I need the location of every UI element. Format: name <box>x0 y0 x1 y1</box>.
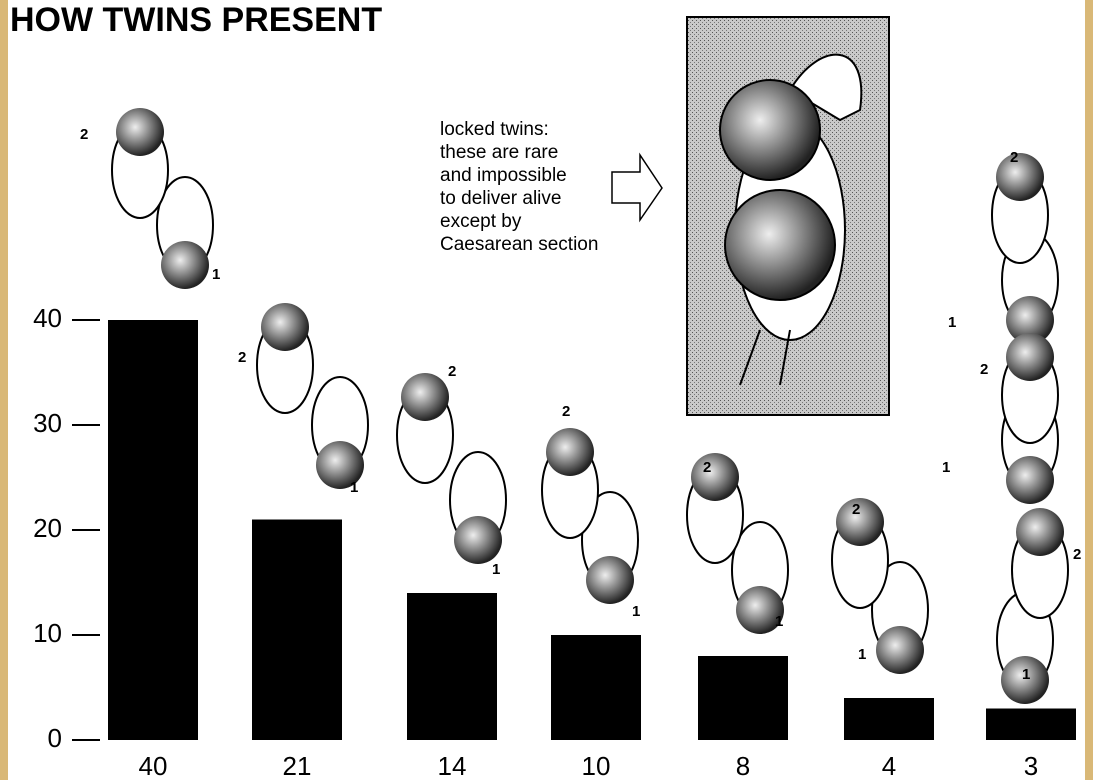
chart-title: HOW TWINS PRESENT <box>10 1 382 39</box>
twin-label: 2 <box>1073 546 1081 563</box>
twin-label: 1 <box>632 603 640 620</box>
y-tick-label: 10 <box>33 618 62 648</box>
bar <box>551 635 641 740</box>
twin-label: 1 <box>212 266 220 283</box>
twin-label: 1 <box>858 646 866 663</box>
twin-head <box>1006 456 1054 504</box>
twin-label: 2 <box>448 363 456 380</box>
twin-head <box>1016 508 1064 556</box>
annotation: these are rare <box>440 142 558 163</box>
annotation: locked twins: <box>440 119 549 140</box>
y-tick-label: 30 <box>33 408 62 438</box>
twin-label: 1 <box>492 561 500 578</box>
twin-label: 2 <box>80 126 88 143</box>
twin-label: 2 <box>238 349 246 366</box>
twin-head <box>546 428 594 476</box>
value-label: 40 <box>139 751 168 780</box>
bar <box>698 656 788 740</box>
bar <box>407 593 497 740</box>
twin-head <box>161 241 209 289</box>
twin-head <box>454 516 502 564</box>
twin-label: 1 <box>350 479 358 496</box>
twin-head <box>876 626 924 674</box>
twin-head <box>401 373 449 421</box>
y-tick-label: 40 <box>33 303 62 333</box>
twin-label: 2 <box>562 403 570 420</box>
twin-label: 2 <box>1010 149 1018 166</box>
twin-label: 1 <box>1022 666 1030 683</box>
twin-label: 2 <box>852 501 860 518</box>
annotation: to deliver alive <box>440 188 561 209</box>
annotation: and impossible <box>440 165 567 186</box>
twin-head <box>116 108 164 156</box>
value-label: 21 <box>283 751 312 780</box>
annotation: except by <box>440 211 522 232</box>
twin-head <box>586 556 634 604</box>
twin-head <box>691 453 739 501</box>
y-tick-label: 0 <box>48 723 62 753</box>
value-label: 3 <box>1024 751 1038 780</box>
value-label: 14 <box>438 751 467 780</box>
twin-head <box>1006 333 1054 381</box>
value-label: 10 <box>582 751 611 780</box>
twin-label: 2 <box>703 459 711 476</box>
annotation: Caesarean section <box>440 234 598 255</box>
twin-head <box>996 153 1044 201</box>
bar <box>108 320 198 740</box>
twin-label: 1 <box>948 314 956 331</box>
bar <box>252 520 342 741</box>
twin-label: 2 <box>980 361 988 378</box>
twin-head <box>261 303 309 351</box>
twin-label: 1 <box>942 459 950 476</box>
value-label: 4 <box>882 751 896 780</box>
y-tick-label: 20 <box>33 513 62 543</box>
bar <box>844 698 934 740</box>
chart: HOW TWINS PRESENT 0 10 20 30 40 locked twins:… <box>0 0 1093 780</box>
bar <box>986 709 1076 741</box>
value-label: 8 <box>736 751 750 780</box>
twin-label: 1 <box>775 613 783 630</box>
